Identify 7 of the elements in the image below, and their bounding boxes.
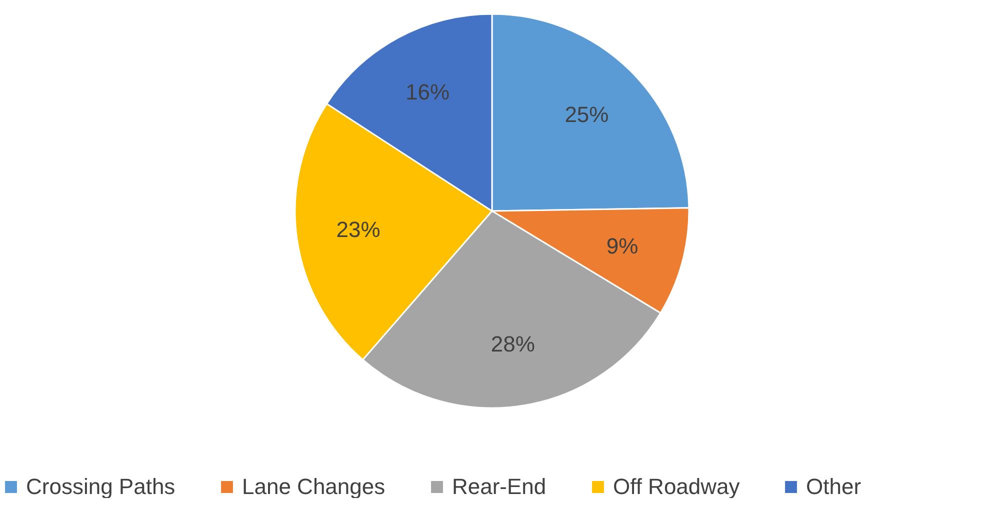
legend-label: Rear-End (452, 474, 546, 499)
data-label: 23% (336, 216, 380, 242)
data-label: 28% (490, 331, 535, 356)
data-label: 25% (564, 102, 609, 127)
data-label: 9% (606, 233, 638, 258)
data-label: 16% (406, 79, 450, 104)
legend-label: Other (806, 474, 862, 499)
